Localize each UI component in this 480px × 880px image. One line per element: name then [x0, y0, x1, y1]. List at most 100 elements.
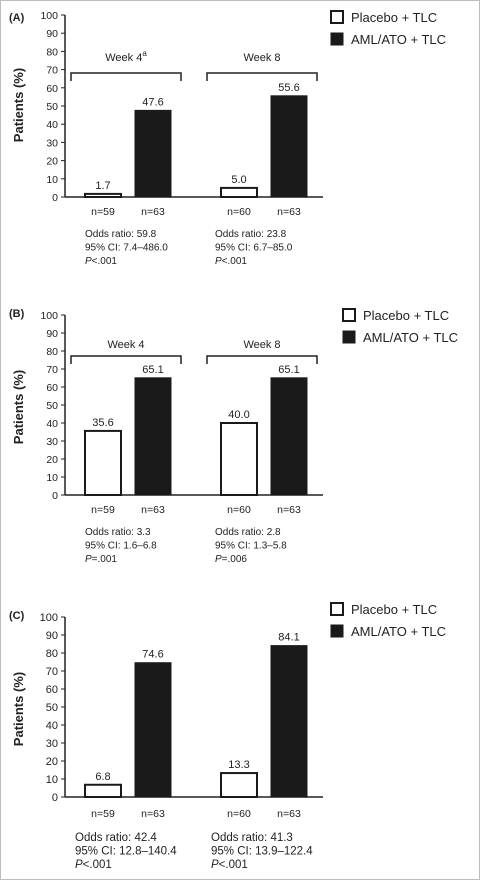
y-tick-label: 10 [46, 472, 58, 484]
bar [220, 422, 258, 496]
n-label: n=63 [277, 808, 301, 820]
n-label: n=63 [277, 206, 301, 218]
bar [270, 645, 308, 798]
p-value-label: P=.006 [215, 554, 247, 565]
y-tick-label: 20 [46, 756, 58, 768]
p-symbol: P [215, 256, 222, 267]
y-tick-label: 30 [46, 137, 58, 149]
panel-label: (A) [9, 12, 25, 24]
y-axis-title: Patients (%) [11, 370, 26, 444]
p-symbol: P [85, 256, 92, 267]
ci-label: 95% CI: 1.3–5.8 [215, 541, 287, 552]
bar-value-label: 84.1 [278, 632, 299, 644]
y-tick-label: 40 [46, 720, 58, 732]
y-tick-label: 0 [52, 192, 58, 204]
bar [270, 377, 308, 496]
group-bracket [70, 72, 182, 81]
group-bracket [206, 355, 318, 364]
odds-ratio-label: Odds ratio: 42.4 [75, 832, 157, 844]
bar [84, 783, 122, 798]
group-label: Week 4a [105, 49, 147, 64]
group-label: Week 8 [243, 339, 280, 351]
chart-panel-a: (A) Patients (%) 0 10 20 30 40 50 60 70 80 90 100 Wee… [9, 10, 446, 267]
p-value-label: P=.001 [85, 554, 117, 565]
y-tick-label: 20 [46, 454, 58, 466]
p-value-text: <.001 [222, 256, 248, 267]
bar-value-label: 5.0 [231, 174, 246, 186]
ci-label: 95% CI: 1.6–6.8 [85, 541, 157, 552]
y-tick-label: 100 [40, 310, 58, 322]
bar-value-label: 40.0 [228, 409, 249, 421]
bar-value-label: 55.6 [278, 82, 299, 94]
group-label-text: Week 4 [107, 339, 144, 351]
bar [270, 95, 308, 198]
odds-ratio-label: Odds ratio: 59.8 [85, 229, 157, 240]
p-value-label: P<.001 [85, 256, 117, 267]
n-label: n=63 [141, 504, 165, 516]
ci-label: 95% CI: 6.7–85.0 [215, 243, 293, 254]
y-tick-label: 100 [40, 10, 58, 22]
bar-value-label: 65.1 [278, 364, 299, 376]
y-axis-title: Patients (%) [11, 68, 26, 142]
legend-label: Placebo + TLC [363, 308, 449, 323]
p-value-text: =.001 [92, 554, 118, 565]
y-tick-label: 90 [46, 328, 58, 340]
legend-label: AML/ATO + TLC [351, 32, 446, 47]
n-label: n=59 [91, 206, 115, 218]
n-label: n=59 [91, 808, 115, 820]
legend-label: AML/ATO + TLC [351, 624, 446, 639]
bar [134, 662, 172, 798]
y-tick-label: 60 [46, 382, 58, 394]
bar [220, 772, 258, 798]
bar [134, 377, 172, 496]
odds-ratio-label: Odds ratio: 41.3 [211, 832, 293, 844]
group-label: Week 4 [107, 339, 144, 351]
y-tick-label: 80 [46, 346, 58, 358]
group-label: Week 8 [243, 52, 280, 64]
legend-label: Placebo + TLC [351, 602, 437, 617]
chart-panel-b: (B) Patients (%) 0 10 20 30 40 50 60 70 80 90 100 Wee… [9, 308, 458, 565]
y-tick-label: 30 [46, 738, 58, 750]
y-tick-label: 10 [46, 774, 58, 786]
group-bracket [206, 72, 318, 81]
y-tick-label: 50 [46, 702, 58, 714]
bar-value-label: 1.7 [95, 180, 110, 192]
p-value-text: <.001 [83, 859, 112, 871]
y-tick-label: 90 [46, 630, 58, 642]
y-tick-label: 0 [52, 490, 58, 502]
legend-swatch [330, 624, 344, 638]
y-tick-label: 40 [46, 119, 58, 131]
y-tick-label: 70 [46, 364, 58, 376]
p-value-label: P<.001 [215, 256, 247, 267]
y-tick-label: 70 [46, 65, 58, 77]
group-bracket [70, 355, 182, 364]
y-tick-label: 80 [46, 648, 58, 660]
group-label-superscript: a [142, 49, 147, 58]
bar-value-label: 65.1 [142, 364, 163, 376]
y-tick-label: 0 [52, 792, 58, 804]
y-tick-label: 60 [46, 83, 58, 95]
y-tick-label: 60 [46, 684, 58, 696]
legend-label: Placebo + TLC [351, 10, 437, 25]
p-value-label: P<.001 [75, 859, 112, 871]
odds-ratio-label: Odds ratio: 2.8 [215, 527, 281, 538]
y-tick-label: 10 [46, 174, 58, 186]
legend-swatch [330, 32, 344, 46]
panel-label: (B) [9, 308, 25, 320]
y-tick-label: 90 [46, 28, 58, 40]
y-tick-label: 30 [46, 436, 58, 448]
group-label-text: Week 8 [243, 52, 280, 64]
n-label: n=60 [227, 206, 251, 218]
p-value-text: <.001 [219, 859, 248, 871]
bar-value-label: 35.6 [92, 417, 113, 429]
bar [84, 429, 122, 496]
group-label-text: Week 8 [243, 339, 280, 351]
bar-value-label: 6.8 [95, 771, 110, 783]
legend-label: AML/ATO + TLC [363, 330, 458, 345]
ci-label: 95% CI: 13.9–122.4 [211, 846, 313, 858]
bar [220, 186, 258, 198]
chart-panel-c: (C) Patients (%) 0 10 20 30 40 50 60 70 80 90 100 6.8… [9, 602, 446, 871]
y-tick-label: 80 [46, 46, 58, 58]
group-label-text: Week 4 [105, 52, 142, 64]
